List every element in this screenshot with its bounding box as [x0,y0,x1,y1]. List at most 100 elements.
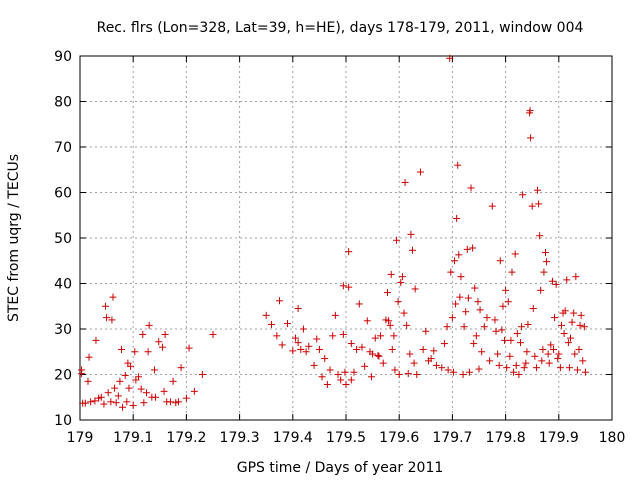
x-tick-label: 179.3 [220,430,260,446]
data-point [518,323,526,331]
data-point [475,365,483,373]
y-tick-label: 50 [54,231,72,247]
data-point [404,370,412,378]
data-point [161,330,169,338]
data-point [571,350,579,358]
data-point [474,298,482,306]
chart-title: Rec. flrs (Lon=328, Lat=39, h=HE), days … [97,20,584,36]
data-point [515,371,523,378]
y-tick-label: 80 [54,95,72,111]
data-point [454,161,462,169]
data-point [570,309,578,317]
data-point [537,286,545,294]
data-point [576,321,584,329]
data-point [358,343,366,351]
data-point [334,371,342,378]
data-point [119,403,127,411]
data-point [527,134,535,142]
data-point [529,305,537,313]
data-point [315,345,323,353]
data-point [557,321,565,329]
data-point [478,348,486,356]
data-point [140,399,148,407]
data-point [522,359,530,367]
data-point [498,326,506,334]
y-tick-label: 60 [54,186,72,202]
data-point [496,257,504,265]
data-point [581,368,589,376]
data-point [289,347,297,355]
data-point [504,298,512,306]
data-point [129,401,137,409]
data-point [81,399,89,407]
data-point [158,343,166,351]
data-point [92,336,100,344]
data-point [144,348,152,356]
data-point [369,350,377,358]
data-point [123,398,131,406]
data-point [403,321,411,329]
data-point [329,332,337,340]
data-point [116,377,124,385]
data-point [494,350,502,358]
data-point [305,342,313,350]
data-point [388,345,396,353]
data-point [544,350,552,358]
y-tick-label: 70 [54,140,72,156]
data-point [575,345,583,353]
data-point [374,351,382,359]
data-point [411,285,419,293]
data-point [84,377,92,385]
data-point [339,282,347,290]
y-tick-label: 10 [54,413,72,429]
y-tick-label: 30 [54,322,72,338]
data-point [427,355,435,363]
data-point [567,334,575,342]
data-point [448,314,456,322]
data-point [361,362,369,370]
data-point [190,387,198,395]
data-point [538,357,546,365]
data-point [535,200,543,208]
data-point [456,293,464,301]
data-point [547,341,555,349]
data-point [375,352,383,360]
data-point [470,340,478,348]
data-point [471,284,479,292]
data-point [395,371,403,378]
data-point [444,366,452,374]
x-tick-label: 179.2 [166,430,206,446]
data-point [345,248,353,256]
data-point [507,336,515,344]
data-point [531,352,539,360]
data-point [127,362,135,370]
data-point [91,397,99,405]
x-tick-label: 179 [67,430,94,446]
data-point [430,347,438,355]
data-point [103,314,111,322]
data-point [109,293,117,301]
data-point [560,330,568,338]
data-point [422,327,430,335]
data-point [552,280,560,288]
data-point [492,327,500,335]
data-point [323,381,331,389]
data-point [209,330,217,338]
data-point [143,389,150,397]
data-point [443,323,451,331]
data-point [438,364,446,372]
data-point [278,341,286,349]
data-point [556,364,564,372]
x-axis: 179 179.1 179.2 179.3 179.4 179.5 179.6 179.7 17… [67,56,625,446]
data-point [416,168,424,176]
y-tick-label: 40 [54,277,72,293]
data-point [486,357,494,365]
data-point [401,178,409,186]
data-point [432,361,440,369]
data-point [526,107,534,115]
data-point [464,294,472,302]
data-point [554,355,562,363]
x-tick-label: 179.5 [326,430,366,446]
data-point [499,302,507,310]
data-point [385,317,393,325]
